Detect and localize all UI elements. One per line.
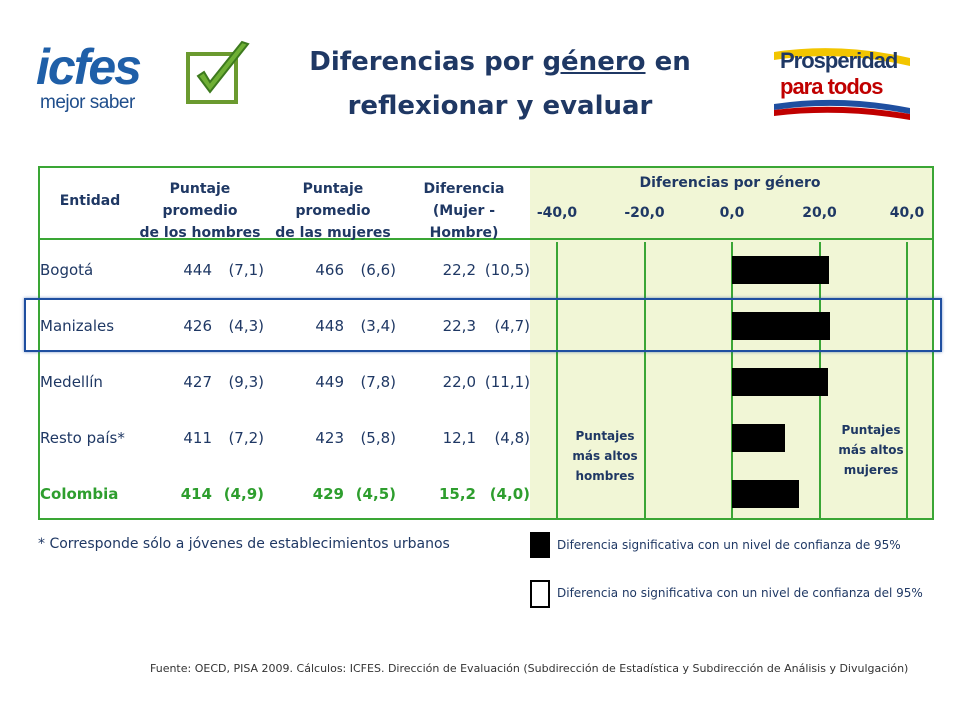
prosperidad-logo: Prosperidad para todos — [770, 44, 920, 124]
cell-diferencia: 12,1 — [442, 429, 476, 447]
zone-mujeres-line3: mujeres — [843, 463, 899, 477]
checkmark-icon — [186, 40, 250, 104]
zone-label-mujeres: Puntajes más altos mujeres — [826, 420, 916, 480]
cell-mujeres: 448 — [315, 317, 344, 335]
cell-mujeres: 449 — [315, 373, 344, 391]
icfes-logo-word: icfes — [36, 39, 142, 95]
title-line1-post: en — [645, 47, 691, 77]
cell-hombres-se: (7,1) — [228, 261, 264, 279]
cell-hombres: 444 — [183, 261, 212, 279]
chart-gridline — [556, 242, 558, 518]
source-note: Fuente: OECD, PISA 2009. Cálculos: ICFES… — [150, 662, 909, 675]
header-hombres-line2: de los hombres — [139, 225, 261, 241]
zone-hombres-line3: hombres — [575, 469, 635, 483]
zone-label-hombres: Puntajes más altos hombres — [560, 426, 650, 486]
header-diferencia-line1: Diferencia — [423, 181, 505, 197]
flag-stripes-icon — [774, 48, 910, 120]
x-tick-label: 40,0 — [889, 205, 925, 221]
cell-diferencia-se: (4,7) — [494, 317, 530, 335]
cell-mujeres-se: (7,8) — [360, 373, 396, 391]
title-line2: reflexionar y evaluar — [347, 91, 653, 121]
legend-label-significant: Diferencia significativa con un nivel de… — [557, 538, 901, 552]
zone-mujeres-line2: más altos — [838, 443, 904, 457]
prosperidad-line2: para todos — [780, 74, 883, 99]
chart-bar — [732, 312, 830, 340]
icfes-logo-tagline: mejor saber — [40, 92, 135, 113]
chart-title: Diferencias por género — [639, 175, 821, 191]
cell-diferencia: 22,0 — [442, 373, 476, 391]
legend-swatch-significant — [530, 532, 550, 558]
header-mujeres-line1: Puntaje promedio — [295, 181, 371, 219]
cell-diferencia: 22,3 — [442, 317, 476, 335]
cell-entidad: Colombia — [40, 485, 119, 503]
x-tick-label: 0,0 — [719, 205, 745, 221]
x-tick-label: -20,0 — [624, 205, 665, 221]
cell-mujeres: 429 — [312, 485, 344, 503]
cell-entidad: Bogotá — [40, 261, 94, 279]
header-hombres-line1: Puntaje promedio — [162, 181, 238, 219]
cell-entidad: Medellín — [40, 373, 103, 391]
cell-hombres: 411 — [183, 429, 212, 447]
cell-diferencia-se: (10,5) — [484, 261, 530, 279]
chart-bar — [732, 480, 799, 508]
prosperidad-line1: Prosperidad — [780, 48, 898, 73]
chart-bar — [732, 368, 829, 396]
header-mujeres: Puntaje promedio de las mujeres — [268, 178, 398, 244]
cell-mujeres-se: (4,5) — [355, 485, 396, 503]
cell-mujeres: 423 — [315, 429, 344, 447]
title-line1-pre: Diferencias por — [309, 47, 543, 77]
table-frame — [38, 166, 934, 520]
chart-bar — [732, 256, 830, 284]
legend-label-not-significant: Diferencia no significativa con un nivel… — [557, 586, 923, 600]
header-entidad: Entidad — [59, 193, 121, 209]
cell-hombres: 414 — [180, 485, 212, 503]
cell-hombres-se: (7,2) — [228, 429, 264, 447]
zone-hombres-line2: más altos — [572, 449, 638, 463]
cell-diferencia-se: (4,0) — [489, 485, 530, 503]
highlight-box-manizales — [24, 298, 942, 352]
cell-diferencia: 15,2 — [438, 485, 476, 503]
cell-hombres-se: (9,3) — [228, 373, 264, 391]
chart-bar — [732, 424, 785, 452]
cell-hombres-se: (4,9) — [223, 485, 264, 503]
legend-swatch-not-significant — [530, 580, 550, 608]
zone-hombres-line1: Puntajes — [575, 429, 635, 443]
cell-mujeres-se: (3,4) — [360, 317, 396, 335]
cell-entidad: Resto país* — [40, 429, 125, 447]
icfes-logo: icfes mejor saber — [36, 39, 250, 120]
cell-hombres: 427 — [183, 373, 212, 391]
x-tick-label: 20,0 — [802, 205, 837, 221]
title-line1-underlined: género — [542, 47, 646, 77]
cell-diferencia: 22,2 — [442, 261, 476, 279]
cell-mujeres: 466 — [315, 261, 344, 279]
cell-entidad: Manizales — [40, 317, 115, 335]
footnote: * Corresponde sólo a jóvenes de establec… — [38, 536, 450, 552]
cell-mujeres-se: (5,8) — [360, 429, 396, 447]
header-diferencia: Diferencia (Mujer - Hombre) — [398, 178, 530, 244]
header-hombres: Puntaje promedio de los hombres — [135, 178, 265, 244]
x-tick-label: -40,0 — [536, 205, 578, 221]
cell-diferencia-se: (4,8) — [494, 429, 530, 447]
cell-mujeres-se: (6,6) — [360, 261, 396, 279]
page-title: Diferencias por género en reflexionar y … — [270, 40, 730, 128]
cell-hombres-se: (4,3) — [228, 317, 264, 335]
header-divider — [40, 238, 932, 240]
cell-diferencia-se: (11,1) — [484, 373, 530, 391]
chart-gridline — [906, 242, 908, 518]
zone-mujeres-line1: Puntajes — [841, 423, 901, 437]
cell-hombres: 426 — [183, 317, 212, 335]
header-mujeres-line2: de las mujeres — [275, 225, 391, 241]
header-diferencia-line2: (Mujer - Hombre) — [429, 203, 499, 241]
chart-gridline — [643, 242, 646, 518]
